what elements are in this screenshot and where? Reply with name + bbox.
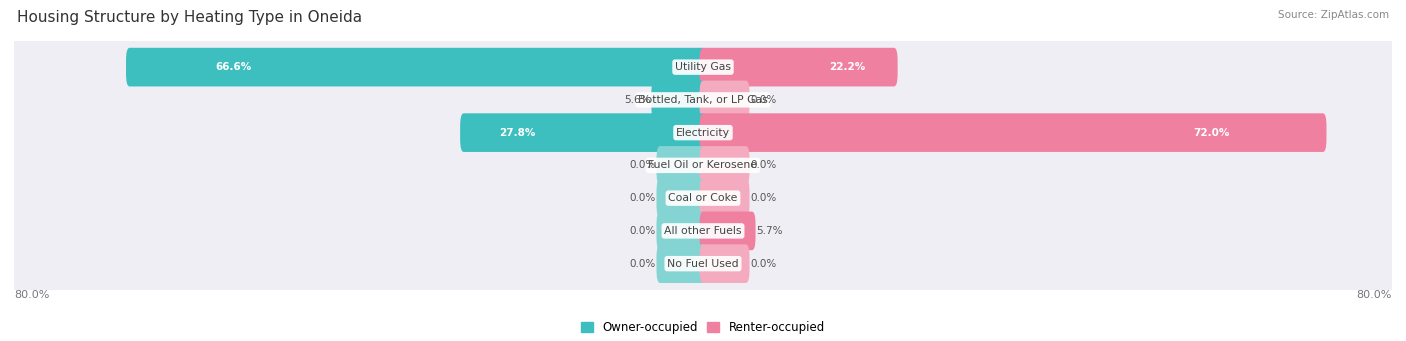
- Text: 5.6%: 5.6%: [624, 95, 651, 105]
- FancyBboxPatch shape: [700, 113, 1326, 152]
- Text: Bottled, Tank, or LP Gas: Bottled, Tank, or LP Gas: [638, 95, 768, 105]
- Text: Coal or Coke: Coal or Coke: [668, 193, 738, 203]
- Text: All other Fuels: All other Fuels: [664, 226, 742, 236]
- Text: 0.0%: 0.0%: [751, 193, 776, 203]
- FancyBboxPatch shape: [460, 113, 706, 152]
- Text: Electricity: Electricity: [676, 128, 730, 138]
- FancyBboxPatch shape: [700, 48, 897, 87]
- Text: 27.8%: 27.8%: [499, 128, 536, 138]
- Text: Housing Structure by Heating Type in Oneida: Housing Structure by Heating Type in One…: [17, 10, 361, 25]
- FancyBboxPatch shape: [127, 48, 706, 87]
- FancyBboxPatch shape: [11, 128, 1395, 203]
- FancyBboxPatch shape: [700, 179, 749, 218]
- Text: 0.0%: 0.0%: [751, 258, 776, 269]
- Text: 0.0%: 0.0%: [630, 160, 655, 170]
- Text: 66.6%: 66.6%: [215, 62, 252, 72]
- FancyBboxPatch shape: [651, 80, 706, 119]
- FancyBboxPatch shape: [11, 193, 1395, 269]
- FancyBboxPatch shape: [657, 146, 706, 185]
- FancyBboxPatch shape: [11, 29, 1395, 105]
- FancyBboxPatch shape: [657, 211, 706, 250]
- FancyBboxPatch shape: [657, 179, 706, 218]
- FancyBboxPatch shape: [11, 95, 1395, 170]
- Text: 0.0%: 0.0%: [630, 226, 655, 236]
- Text: Source: ZipAtlas.com: Source: ZipAtlas.com: [1278, 10, 1389, 20]
- Text: 0.0%: 0.0%: [630, 258, 655, 269]
- Text: No Fuel Used: No Fuel Used: [668, 258, 738, 269]
- FancyBboxPatch shape: [700, 244, 749, 283]
- FancyBboxPatch shape: [700, 80, 749, 119]
- FancyBboxPatch shape: [11, 160, 1395, 236]
- Text: 80.0%: 80.0%: [1357, 290, 1392, 300]
- Text: 0.0%: 0.0%: [751, 95, 776, 105]
- Text: 72.0%: 72.0%: [1194, 128, 1230, 138]
- Text: 5.7%: 5.7%: [756, 226, 783, 236]
- Text: Utility Gas: Utility Gas: [675, 62, 731, 72]
- Legend: Owner-occupied, Renter-occupied: Owner-occupied, Renter-occupied: [576, 316, 830, 339]
- FancyBboxPatch shape: [11, 62, 1395, 138]
- Text: 0.0%: 0.0%: [751, 160, 776, 170]
- FancyBboxPatch shape: [11, 226, 1395, 302]
- Text: 0.0%: 0.0%: [630, 193, 655, 203]
- Text: 22.2%: 22.2%: [830, 62, 866, 72]
- FancyBboxPatch shape: [700, 146, 749, 185]
- FancyBboxPatch shape: [700, 211, 755, 250]
- Text: Fuel Oil or Kerosene: Fuel Oil or Kerosene: [648, 160, 758, 170]
- Text: 80.0%: 80.0%: [14, 290, 49, 300]
- FancyBboxPatch shape: [657, 244, 706, 283]
